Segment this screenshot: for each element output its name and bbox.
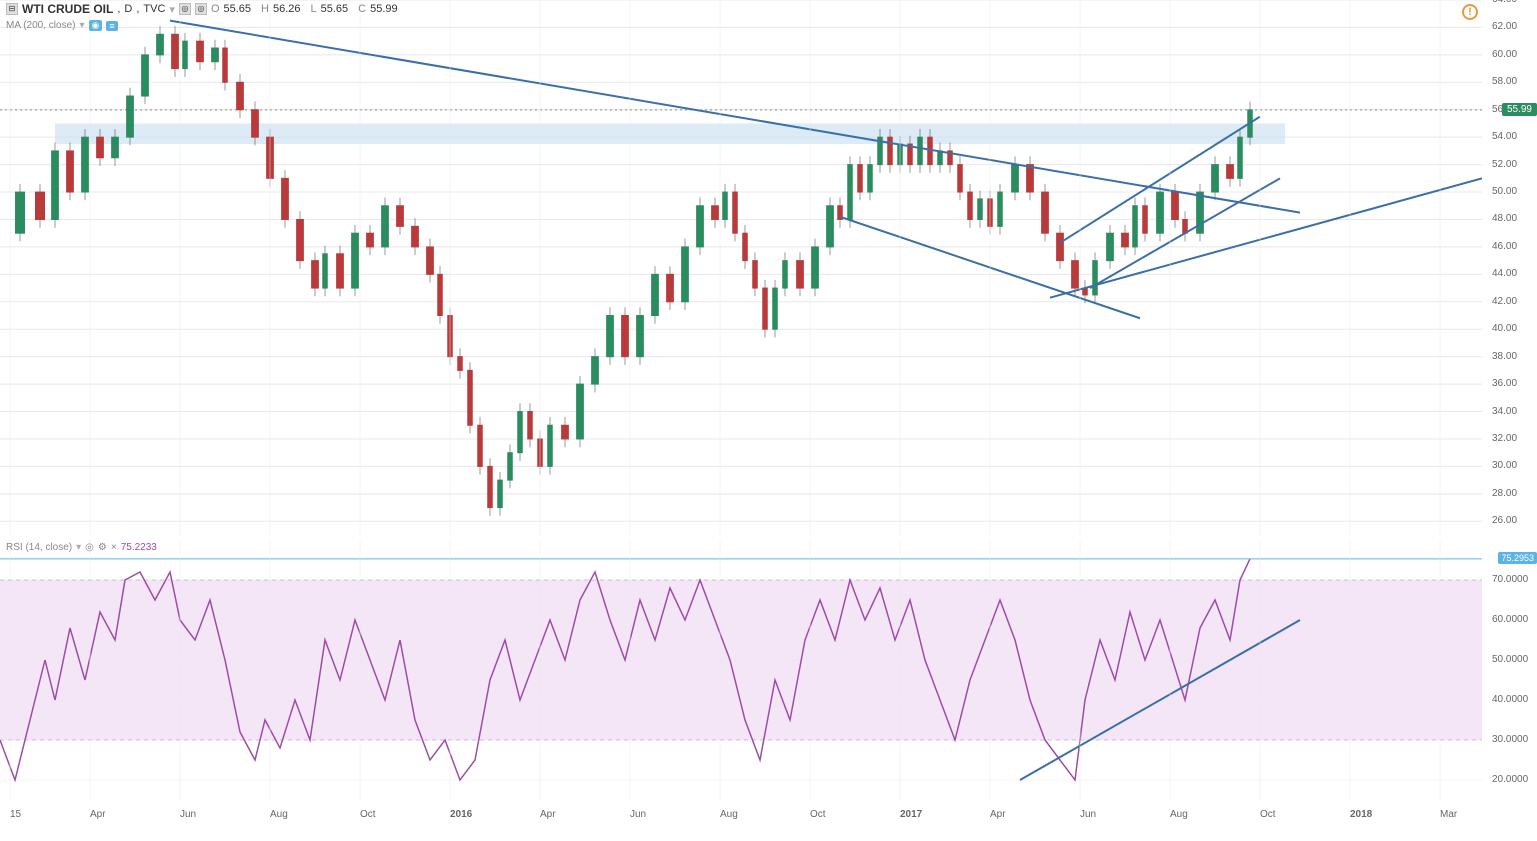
price-tick: 38.00 xyxy=(1487,351,1537,362)
settings-icon[interactable]: ◎ xyxy=(195,3,207,15)
time-tick: Apr xyxy=(540,809,556,820)
time-tick: 2018 xyxy=(1350,809,1372,820)
rsi-current-badge: 75.2953 xyxy=(1498,552,1537,564)
low-value: 55.65 xyxy=(321,3,349,15)
separator: , xyxy=(136,3,139,15)
time-tick: Aug xyxy=(270,809,288,820)
rsi-visibility-icon[interactable]: ◎ xyxy=(85,542,94,553)
dropdown-icon[interactable]: ▾ xyxy=(79,20,84,31)
price-tick: 42.00 xyxy=(1487,296,1537,307)
time-tick: Oct xyxy=(1260,809,1276,820)
price-tick: 50.00 xyxy=(1487,186,1537,197)
price-tick: 60.00 xyxy=(1487,49,1537,60)
time-tick: Aug xyxy=(720,809,738,820)
price-tick: 28.00 xyxy=(1487,488,1537,499)
exchange-label: TVC xyxy=(143,3,165,15)
rsi-tick: 70.0000 xyxy=(1487,574,1537,585)
price-tick: 30.00 xyxy=(1487,460,1537,471)
open-value: 55.65 xyxy=(224,3,252,15)
rsi-settings-icon[interactable]: ⚙ xyxy=(98,542,107,553)
dropdown-icon[interactable]: ▾ xyxy=(169,3,175,16)
symbol-label[interactable]: WTI CRUDE OIL xyxy=(22,2,113,16)
open-label: O xyxy=(211,3,220,15)
time-tick: 15 xyxy=(10,809,21,820)
price-tick: 54.00 xyxy=(1487,131,1537,142)
time-tick: 2016 xyxy=(450,809,472,820)
time-tick: Apr xyxy=(90,809,106,820)
price-tick: 52.00 xyxy=(1487,159,1537,170)
chart-container: ⊟ WTI CRUDE OIL , D , TVC ▾ ◎ ◎ O 55.65 H… xyxy=(0,0,1537,841)
close-value: 55.99 xyxy=(370,3,398,15)
separator: , xyxy=(117,3,120,15)
chart-header: ⊟ WTI CRUDE OIL , D , TVC ▾ ◎ ◎ O 55.65 H… xyxy=(6,2,398,16)
rsi-tick: 20.0000 xyxy=(1487,774,1537,785)
time-tick: Jun xyxy=(1080,809,1096,820)
main-price-chart[interactable]: ⊟ WTI CRUDE OIL , D , TVC ▾ ◎ ◎ O 55.65 H… xyxy=(0,0,1482,535)
time-tick: Mar xyxy=(1440,809,1457,820)
rsi-value: 75.2233 xyxy=(121,542,157,553)
interval-label[interactable]: D xyxy=(124,3,132,15)
rsi-text: RSI (14, close) xyxy=(6,542,72,553)
rsi-tick: 50.0000 xyxy=(1487,654,1537,665)
rsi-axis[interactable]: 20.0000 30.0000 40.0000 50.0000 60.0000 70.00… xyxy=(1482,540,1537,800)
rsi-indicator-label[interactable]: RSI (14, close) ▾ ◎ ⚙ × 75.2233 xyxy=(6,542,157,553)
price-tick: 40.00 xyxy=(1487,323,1537,334)
price-tick: 48.00 xyxy=(1487,213,1537,224)
rsi-tick: 40.0000 xyxy=(1487,694,1537,705)
price-tick: 44.00 xyxy=(1487,268,1537,279)
rsi-chart[interactable]: RSI (14, close) ▾ ◎ ⚙ × 75.2233 xyxy=(0,540,1482,800)
time-tick: 2017 xyxy=(900,809,922,820)
compare-icon[interactable]: ◎ xyxy=(179,3,191,15)
time-tick: Oct xyxy=(360,809,376,820)
ma-settings-icon[interactable]: ≡ xyxy=(106,21,117,31)
price-tick: 26.00 xyxy=(1487,515,1537,526)
price-tick: 62.00 xyxy=(1487,21,1537,32)
price-tick: 64.00 xyxy=(1487,0,1537,5)
price-tick: 58.00 xyxy=(1487,76,1537,87)
rsi-chart-svg xyxy=(0,540,1482,800)
ma-text: MA (200, close) xyxy=(6,20,75,31)
price-tick: 46.00 xyxy=(1487,241,1537,252)
time-axis[interactable]: 15 Apr Jun Aug Oct 2016 Apr Jun Aug Oct 2017 Apr Jun… xyxy=(0,801,1482,841)
time-tick: Jun xyxy=(630,809,646,820)
collapse-icon[interactable]: ⊟ xyxy=(6,3,18,15)
alert-icon[interactable]: ! xyxy=(1462,4,1478,20)
ma-visibility-icon[interactable]: ◉ xyxy=(89,20,103,31)
time-tick: Jun xyxy=(180,809,196,820)
rsi-delete-icon[interactable]: × xyxy=(111,542,117,553)
time-tick: Aug xyxy=(1170,809,1188,820)
close-label: C xyxy=(358,3,366,15)
time-tick: Apr xyxy=(990,809,1006,820)
dropdown-icon[interactable]: ▾ xyxy=(76,542,81,553)
high-value: 56.26 xyxy=(273,3,301,15)
current-price-badge: 55.99 xyxy=(1502,103,1537,116)
rsi-tick: 30.0000 xyxy=(1487,734,1537,745)
high-label: H xyxy=(261,3,269,15)
price-tick: 34.00 xyxy=(1487,406,1537,417)
rsi-tick: 60.0000 xyxy=(1487,614,1537,625)
price-tick: 32.00 xyxy=(1487,433,1537,444)
time-tick: Oct xyxy=(810,809,826,820)
low-label: L xyxy=(311,3,317,15)
price-chart-svg xyxy=(0,0,1482,535)
ma-indicator-label[interactable]: MA (200, close) ▾ ◉ ≡ xyxy=(6,20,118,31)
price-axis[interactable]: 26.00 28.00 30.00 32.00 34.00 36.00 38.00 40.00… xyxy=(1482,0,1537,535)
price-tick: 36.00 xyxy=(1487,378,1537,389)
